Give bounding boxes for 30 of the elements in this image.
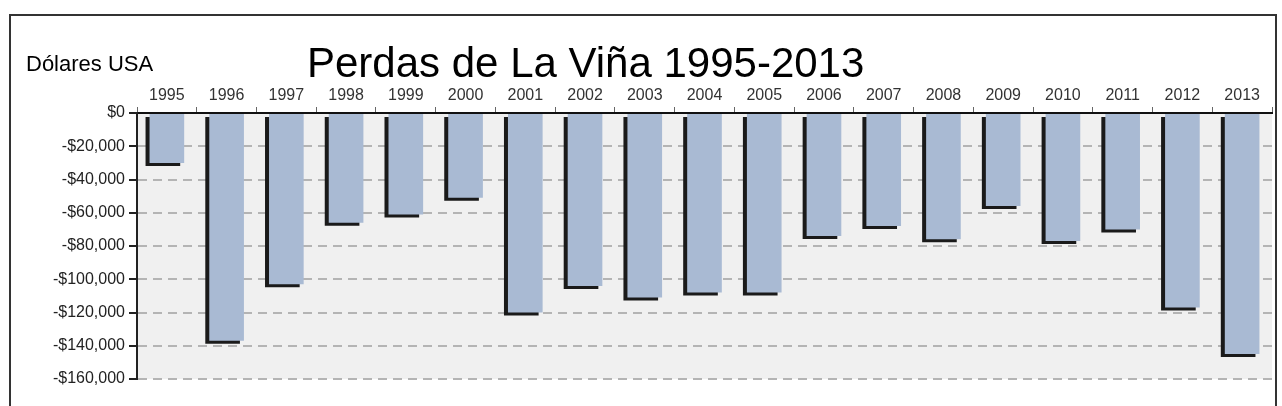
y-axis-title: Dólares USA — [26, 51, 154, 77]
y-tick-label: -$140,000 — [52, 336, 126, 354]
x-tick-label: 1999 — [388, 85, 424, 103]
y-tick-label: $0 — [107, 103, 126, 121]
x-tick-label: 1997 — [268, 85, 305, 103]
x-tick-label: 2011 — [1105, 85, 1140, 103]
y-tick-label: -$60,000 — [61, 203, 126, 221]
x-tick-label: 2002 — [567, 85, 603, 103]
y-tick-label: -$20,000 — [61, 136, 126, 154]
y-tick-label: -$160,000 — [52, 369, 126, 387]
x-tick-label: 2006 — [806, 85, 842, 103]
x-tick-label: 2010 — [1045, 85, 1081, 103]
y-tick-label: -$120,000 — [52, 302, 126, 320]
y-tick-label: -$100,000 — [52, 269, 126, 287]
y-tick-label: -$80,000 — [61, 236, 126, 254]
x-tick-label: 2012 — [1164, 85, 1201, 103]
x-tick-label: 2001 — [507, 85, 544, 103]
x-tick-label: 2007 — [865, 85, 902, 103]
x-tick-label: 2004 — [686, 85, 723, 103]
x-tick-label: 2003 — [626, 85, 663, 103]
y-tick-label: -$40,000 — [61, 169, 126, 187]
x-tick-label: 2008 — [925, 85, 962, 103]
x-tick-label: 2000 — [447, 85, 484, 103]
chart-title: Perdas de La Viña 1995-2013 — [307, 38, 865, 88]
x-tick-label: 1998 — [328, 85, 364, 103]
x-tick-label: 1996 — [208, 85, 245, 103]
x-tick-label: 2005 — [746, 85, 783, 103]
x-tick-label: 1995 — [149, 85, 185, 103]
x-tick-label: 2009 — [985, 85, 1022, 103]
x-tick-label: 2013 — [1224, 85, 1261, 103]
